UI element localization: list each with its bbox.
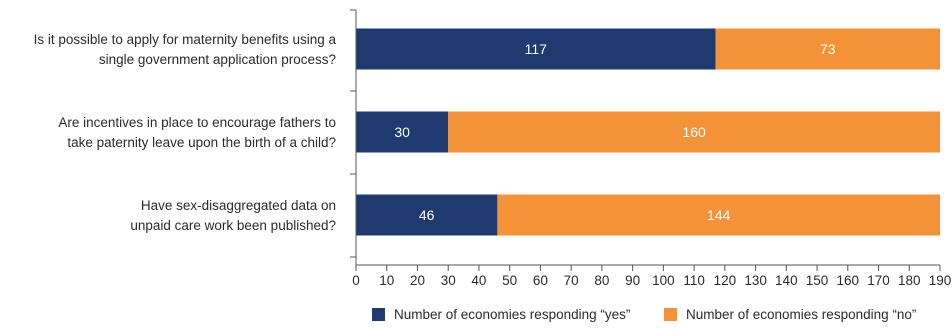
category-label: Are incentives in place to encourage fat… bbox=[58, 115, 336, 130]
legend-swatch-yes bbox=[372, 308, 385, 321]
x-tick-label: 40 bbox=[471, 273, 486, 288]
category-label: single government application process? bbox=[99, 52, 336, 67]
x-tick-label: 160 bbox=[837, 273, 860, 288]
bar-value-label: 46 bbox=[419, 207, 435, 223]
bar-yes-1 bbox=[356, 28, 716, 70]
x-tick-label: 110 bbox=[683, 273, 705, 288]
legend-label-yes: Number of economies responding “yes” bbox=[394, 307, 630, 322]
x-tick-label: 130 bbox=[744, 273, 767, 288]
x-tick-label: 80 bbox=[594, 273, 609, 288]
x-tick-label: 100 bbox=[652, 273, 675, 288]
x-tick-label: 10 bbox=[379, 273, 394, 288]
category-label: unpaid care work been published? bbox=[130, 218, 336, 233]
bar-value-label: 117 bbox=[525, 41, 548, 57]
x-tick-label: 140 bbox=[775, 273, 798, 288]
x-axis: 0 10 20 30 40 50 60 70 80 90 100 110 120 130 140 150 160… bbox=[352, 264, 952, 288]
bars: 117 73 30 160 46 144 bbox=[356, 28, 940, 236]
legend: Number of economies responding “yes” Numb… bbox=[372, 307, 916, 322]
bar-value-label: 144 bbox=[707, 207, 731, 223]
category-label: Is it possible to apply for maternity be… bbox=[34, 32, 337, 47]
bar-yes-3 bbox=[356, 194, 498, 236]
legend-swatch-no bbox=[664, 308, 677, 321]
x-tick-label: 0 bbox=[352, 273, 360, 288]
y-axis bbox=[350, 9, 357, 265]
bar-yes-2 bbox=[356, 111, 449, 153]
x-tick-label: 150 bbox=[806, 273, 829, 288]
bar-value-label: 73 bbox=[820, 41, 836, 57]
x-tick-label: 50 bbox=[502, 273, 517, 288]
x-tick-label: 120 bbox=[714, 273, 737, 288]
legend-label-no: Number of economies responding “no” bbox=[686, 307, 916, 322]
category-label: take paternity leave upon the birth of a… bbox=[67, 135, 336, 150]
x-tick-label: 60 bbox=[533, 273, 548, 288]
x-tick-label: 20 bbox=[410, 273, 425, 288]
x-tick-label: 30 bbox=[441, 273, 456, 288]
x-tick-label: 70 bbox=[564, 273, 579, 288]
bar-no-2 bbox=[448, 111, 940, 153]
bar-value-label: 160 bbox=[682, 124, 706, 140]
category-label: Have sex-disaggregated data on bbox=[141, 198, 336, 213]
bar-value-label: 30 bbox=[394, 124, 410, 140]
x-tick-label: 90 bbox=[625, 273, 640, 288]
x-tick-label: 170 bbox=[867, 273, 890, 288]
bar-no-3 bbox=[497, 194, 940, 236]
x-tick-label: 190 bbox=[929, 273, 952, 288]
x-tick-label: 180 bbox=[898, 273, 921, 288]
category-labels: Is it possible to apply for maternity be… bbox=[34, 32, 337, 233]
bar-no-1 bbox=[715, 28, 940, 70]
